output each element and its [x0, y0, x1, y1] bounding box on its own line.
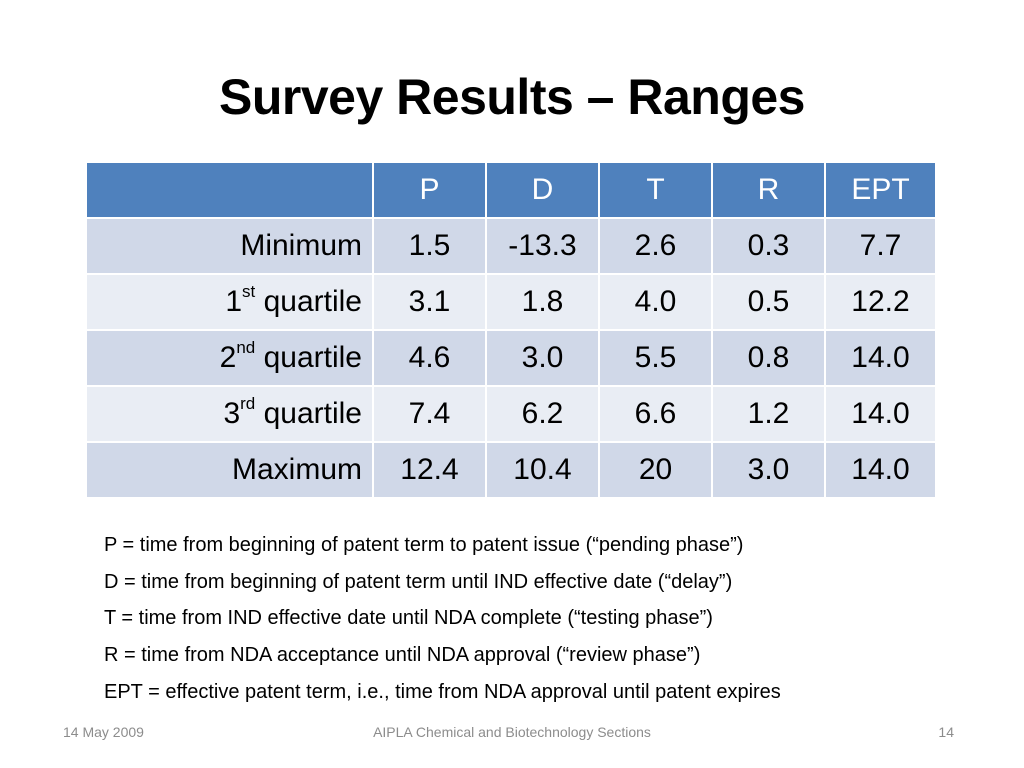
table-cell: 4.6 [372, 329, 487, 387]
table-cell: 6.2 [485, 385, 600, 443]
row-label-minimum: Minimum [85, 217, 374, 275]
table-cell: 1.5 [372, 217, 487, 275]
definition-p: P = time from beginning of patent term t… [104, 534, 744, 556]
table-cell: 12.2 [824, 273, 937, 331]
ranges-table: P D T R EPT Minimum 1.5 -13.3 2.6 0.3 7.… [85, 161, 937, 499]
table-cell: 5.5 [598, 329, 713, 387]
slide-number: 14 [938, 724, 954, 740]
table-cell: 6.6 [598, 385, 713, 443]
table-cell: 3.0 [711, 441, 826, 499]
ordinal-number: 3 [223, 397, 241, 430]
table-cell: -13.3 [485, 217, 600, 275]
table-row-minimum: Minimum 1.5 -13.3 2.6 0.3 7.7 [85, 217, 937, 275]
table-cell: 1.8 [485, 273, 600, 331]
header-cell-p: P [372, 161, 487, 219]
definition-ept: EPT = effective patent term, i.e., time … [104, 680, 781, 703]
table-header-row: P D T R EPT [85, 161, 937, 219]
header-cell-d: D [485, 161, 600, 219]
table-cell: 0.8 [711, 329, 826, 387]
row-label-maximum: Maximum [85, 441, 374, 499]
ordinal-number: 1 [225, 285, 243, 318]
table-cell: 14.0 [824, 329, 937, 387]
header-cell-r: R [711, 161, 826, 219]
header-cell-t: T [598, 161, 713, 219]
table-cell: 4.0 [598, 273, 713, 331]
variable-definitions: P = time from beginning of patent term t… [104, 527, 781, 711]
table-row-1st-quartile: 1st quartile 3.1 1.8 4.0 0.5 12.2 [85, 273, 937, 331]
table-cell: 2.6 [598, 217, 713, 275]
ordinal-number: 2 [219, 341, 237, 374]
header-cell-blank [85, 161, 374, 219]
table-cell: 20 [598, 441, 713, 499]
ordinal-suffix: rd [240, 394, 256, 413]
slide-title: Survey Results – Ranges [219, 69, 806, 125]
row-label-2nd-quartile: 2nd quartile [85, 329, 374, 387]
ordinal-suffix: st [242, 282, 256, 301]
row-label-text: quartile [255, 341, 362, 374]
definition-d: D = time from beginning of patent term u… [104, 570, 733, 593]
header-cell-ept: EPT [824, 161, 937, 219]
row-label-text: quartile [255, 397, 362, 430]
footer-date: 14 May 2009 [63, 724, 144, 740]
table-cell: 12.4 [372, 441, 487, 499]
definition-r: R = time from NDA acceptance until NDA a… [104, 644, 701, 667]
row-label-1st-quartile: 1st quartile [85, 273, 374, 331]
table-cell: 3.1 [372, 273, 487, 331]
row-label-text: quartile [255, 285, 362, 318]
table-cell: 7.4 [372, 385, 487, 443]
ordinal-suffix: nd [236, 338, 256, 357]
definition-t: T = time from IND effective date until N… [104, 607, 713, 630]
table-row-3rd-quartile: 3rd quartile 7.4 6.2 6.6 1.2 14.0 [85, 385, 937, 443]
table-cell: 7.7 [824, 217, 937, 275]
table-row-2nd-quartile: 2nd quartile 4.6 3.0 5.5 0.8 14.0 [85, 329, 937, 387]
table-cell: 1.2 [711, 385, 826, 443]
table-cell: 14.0 [824, 441, 937, 499]
table-cell: 10.4 [485, 441, 600, 499]
table-cell: 14.0 [824, 385, 937, 443]
footer-organization: AIPLA Chemical and Biotechnology Section… [373, 724, 651, 740]
row-label-3rd-quartile: 3rd quartile [85, 385, 374, 443]
table-cell: 0.3 [711, 217, 826, 275]
table-cell: 0.5 [711, 273, 826, 331]
table-cell: 3.0 [485, 329, 600, 387]
table-row-maximum: Maximum 12.4 10.4 20 3.0 14.0 [85, 441, 937, 499]
